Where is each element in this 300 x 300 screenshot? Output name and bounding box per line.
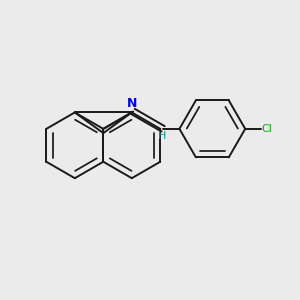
Text: Cl: Cl xyxy=(262,124,272,134)
Text: H: H xyxy=(158,131,166,141)
Text: N: N xyxy=(127,97,138,110)
